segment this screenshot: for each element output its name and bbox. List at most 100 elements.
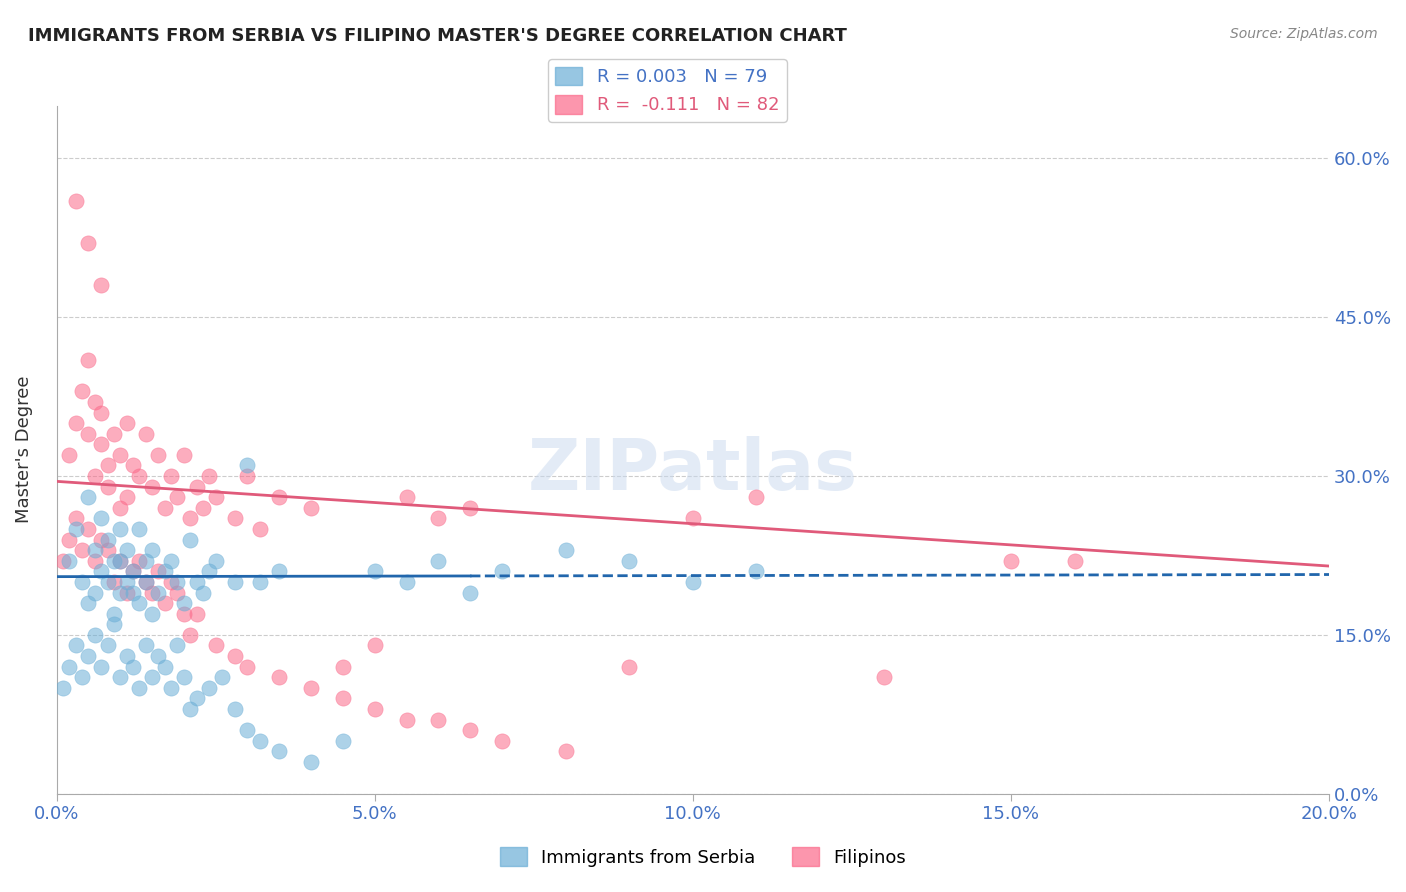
Point [96,639,118,653]
Point [332,691,354,706]
Point [58,533,80,547]
Point [83,395,105,409]
Point [103,617,125,632]
Point [1000,554,1022,568]
Point [148,448,170,462]
Point [70,670,93,684]
Point [77,236,100,251]
Point [364,565,387,579]
Point [90,659,112,673]
Point [160,469,183,483]
Point [269,670,291,684]
Point [65,639,87,653]
Text: IMMIGRANTS FROM SERBIA VS FILIPINO MASTER'S DEGREE CORRELATION CHART: IMMIGRANTS FROM SERBIA VS FILIPINO MASTE… [28,27,846,45]
Point [122,659,145,673]
Point [122,585,145,599]
Point [249,522,271,536]
Point [186,607,208,621]
Point [491,733,513,747]
Point [52,681,75,695]
Point [166,490,188,504]
Point [395,713,418,727]
Point [186,480,208,494]
Point [236,659,259,673]
Point [554,543,576,558]
Point [103,554,125,568]
Point [458,500,481,515]
Point [236,723,259,738]
Point [224,511,246,525]
Point [236,458,259,473]
Point [299,681,322,695]
Point [115,543,138,558]
Point [96,480,118,494]
Point [249,733,271,747]
Point [204,554,226,568]
Point [198,469,221,483]
Point [65,416,87,430]
Point [173,596,195,610]
Point [204,490,226,504]
Point [427,713,450,727]
Point [83,543,105,558]
Point [153,596,176,610]
Point [83,469,105,483]
Point [135,574,157,589]
Point [110,448,132,462]
Point [148,648,170,663]
Point [110,522,132,536]
Point [110,554,132,568]
Point [198,565,221,579]
Point [58,448,80,462]
Point [70,574,93,589]
Point [128,554,150,568]
Point [103,426,125,441]
Legend: R = 0.003   N = 79, R =  -0.111   N = 82: R = 0.003 N = 79, R = -0.111 N = 82 [548,60,786,121]
Point [141,585,163,599]
Point [110,554,132,568]
Point [236,469,259,483]
Point [96,458,118,473]
Point [179,702,201,716]
Point [427,554,450,568]
Point [141,670,163,684]
Point [395,574,418,589]
Point [745,490,768,504]
Point [224,574,246,589]
Point [83,585,105,599]
Point [491,565,513,579]
Point [186,691,208,706]
Point [110,500,132,515]
Legend: Immigrants from Serbia, Filipinos: Immigrants from Serbia, Filipinos [492,840,914,874]
Point [70,543,93,558]
Point [90,405,112,419]
Point [110,670,132,684]
Point [77,490,100,504]
Point [173,448,195,462]
Point [299,755,322,769]
Point [160,574,183,589]
Point [65,522,87,536]
Point [90,278,112,293]
Point [90,533,112,547]
Point [191,500,214,515]
Point [148,565,170,579]
Point [554,744,576,758]
Point [332,733,354,747]
Point [364,702,387,716]
Point [148,585,170,599]
Point [682,511,704,525]
Text: Source: ZipAtlas.com: Source: ZipAtlas.com [1230,27,1378,41]
Point [70,384,93,399]
Point [269,744,291,758]
Point [160,681,183,695]
Point [83,554,105,568]
Point [96,543,118,558]
Point [198,681,221,695]
Point [173,670,195,684]
Point [135,554,157,568]
Point [179,628,201,642]
Point [77,596,100,610]
Point [128,469,150,483]
Point [682,574,704,589]
